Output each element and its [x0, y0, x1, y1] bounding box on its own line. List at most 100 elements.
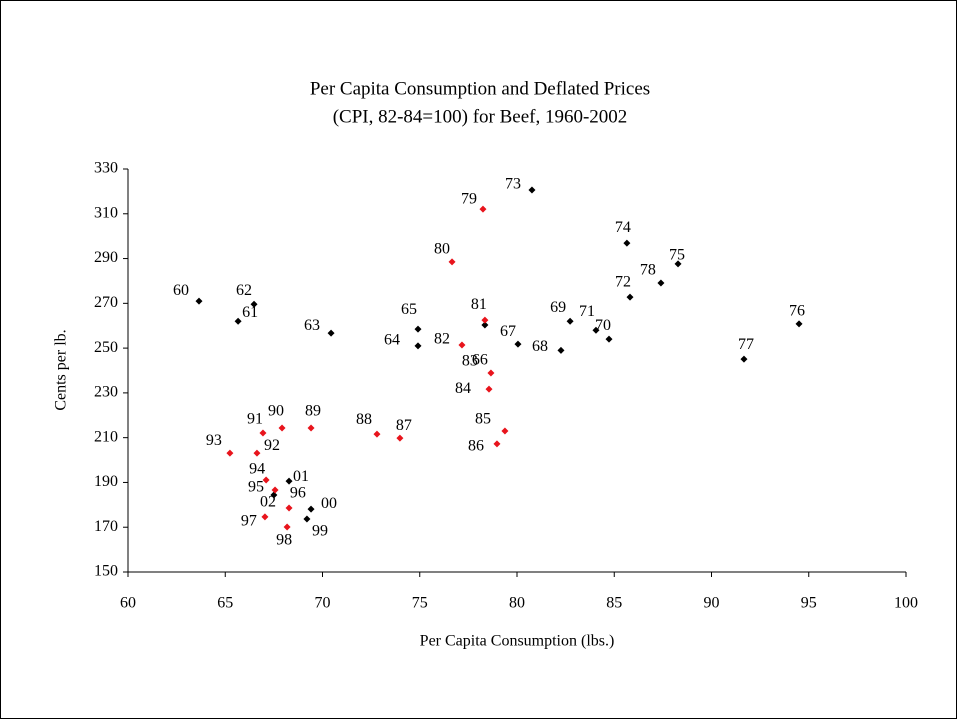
point	[528, 186, 536, 194]
point	[307, 505, 315, 513]
point-label: 61	[242, 304, 258, 321]
point-label: 75	[669, 247, 685, 264]
point	[740, 355, 748, 363]
point-label: 83	[462, 353, 478, 370]
x-tick-label: 95	[801, 595, 817, 612]
point-label: 91	[247, 411, 263, 428]
point	[485, 385, 493, 393]
point-label: 62	[236, 282, 252, 299]
x-tick-label: 65	[217, 595, 233, 612]
point	[481, 321, 489, 329]
point	[592, 326, 600, 334]
point	[557, 346, 565, 354]
x-tick-label: 70	[315, 595, 331, 612]
point-label: 77	[738, 336, 754, 353]
point-label: 69	[550, 299, 566, 316]
point-label: 02	[260, 494, 276, 511]
point-label: 79	[461, 191, 477, 208]
point	[481, 316, 489, 324]
chart-title: Per Capita Consumption and Deflated Pric…	[310, 78, 650, 99]
point	[270, 491, 278, 499]
y-tick-label: 150	[94, 563, 118, 580]
y-tick-label: 270	[94, 294, 118, 311]
point-label: 64	[384, 332, 400, 349]
x-axis-label: Per Capita Consumption (lbs.)	[420, 633, 615, 650]
point-label: 73	[505, 176, 521, 193]
point	[493, 440, 501, 448]
point	[566, 317, 574, 325]
point-label: 74	[615, 219, 631, 236]
y-tick-label: 170	[94, 518, 118, 535]
point-label: 68	[532, 338, 548, 355]
point-label: 01	[293, 468, 309, 485]
point-label: 99	[312, 523, 328, 540]
point-label: 63	[304, 317, 320, 334]
point-label: 84	[455, 380, 471, 397]
y-tick-label: 250	[94, 339, 118, 356]
point	[479, 205, 487, 213]
point-label: 89	[305, 403, 321, 420]
y-tick-label: 310	[94, 204, 118, 221]
x-tick-label: 100	[894, 595, 918, 612]
point	[307, 424, 315, 432]
point-label: 80	[434, 241, 450, 258]
y-axis-label: Cents per lb.	[53, 329, 70, 410]
point	[414, 342, 422, 350]
point-label: 94	[249, 461, 265, 478]
point-label: 92	[264, 437, 280, 454]
x-tick-label: 90	[704, 595, 720, 612]
point	[373, 430, 381, 438]
point	[605, 335, 613, 343]
point	[795, 320, 803, 328]
point-label: 82	[434, 331, 450, 348]
point	[259, 429, 267, 437]
point-label: 85	[475, 411, 491, 428]
point	[250, 300, 258, 308]
point	[285, 504, 293, 512]
point-label: 67	[500, 323, 516, 340]
point-label: 00	[321, 495, 337, 512]
point-label: 97	[241, 513, 257, 530]
point	[262, 476, 270, 484]
point-label: 98	[276, 532, 292, 549]
point	[487, 369, 495, 377]
y-tick-label: 290	[94, 249, 118, 266]
point-label: 81	[471, 296, 487, 313]
point-label: 70	[595, 317, 611, 334]
y-tick-label: 230	[94, 384, 118, 401]
point	[327, 329, 335, 337]
point	[283, 523, 291, 531]
point-label: 96	[290, 485, 306, 502]
point-label: 60	[173, 282, 189, 299]
point	[657, 279, 665, 287]
point	[303, 515, 311, 523]
point-label: 71	[579, 303, 595, 320]
point	[458, 341, 466, 349]
y-tick-label: 330	[94, 160, 118, 177]
point	[278, 424, 286, 432]
point	[261, 513, 269, 521]
x-tick-label: 60	[120, 595, 136, 612]
point-label: 88	[356, 411, 372, 428]
point	[285, 477, 293, 485]
point-label: 76	[789, 303, 805, 320]
chart-title: (CPI, 82-84=100) for Beef, 1960-2002	[333, 106, 628, 127]
point	[501, 427, 509, 435]
x-tick-label: 85	[606, 595, 622, 612]
point-label: 66	[472, 352, 488, 369]
point	[626, 293, 634, 301]
y-tick-label: 190	[94, 473, 118, 490]
point-label: 90	[268, 403, 284, 420]
y-tick-label: 210	[94, 428, 118, 445]
point	[271, 486, 279, 494]
point-label: 95	[248, 479, 264, 496]
point	[195, 297, 203, 305]
point-label: 65	[401, 301, 417, 318]
point-label: 86	[468, 438, 484, 455]
point-label: 87	[396, 417, 412, 434]
point	[514, 340, 522, 348]
point	[623, 239, 631, 247]
point	[396, 434, 404, 442]
